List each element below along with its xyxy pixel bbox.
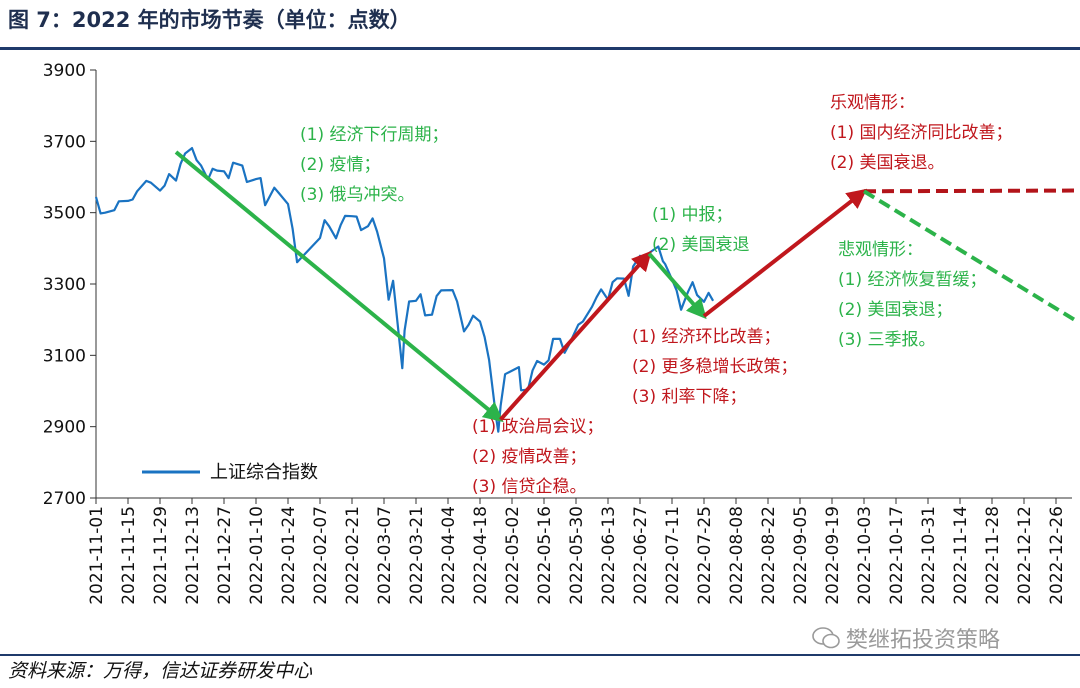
y-tick-label: 2900 [43, 418, 86, 438]
x-tick-label: 2022-06-27 [631, 506, 651, 605]
annotation-line: (3) 利率下降； [632, 387, 746, 407]
source-note: 资料来源：万得，信达证券研发中心 [8, 660, 313, 682]
watermark: 樊继拓投资策略 [812, 622, 1000, 654]
annotation-line: (1) 中报； [652, 205, 732, 225]
annotation-line: (3) 三季报。 [838, 330, 935, 350]
x-tick-label: 2021-11-15 [119, 506, 139, 605]
x-tick-label: 2022-03-07 [375, 506, 395, 605]
arrow-layer [174, 150, 1076, 423]
annotation-line: (3) 信贷企稳。 [472, 477, 586, 497]
x-tick-label: 2021-11-29 [151, 506, 171, 605]
x-tick-label: 2022-10-31 [919, 506, 939, 605]
y-axis-ticks: 3900 3700 3500 3300 3100 2900 2700 [43, 61, 96, 509]
annotation-line: (1) 国内经济同比改善； [830, 123, 1012, 143]
annotation-line: (1) 经济恢复暂缓； [838, 270, 986, 290]
footer-divider [0, 654, 1080, 656]
x-tick-label: 2022-04-04 [439, 506, 459, 605]
y-tick-label: 3700 [43, 132, 86, 152]
annotation-line: (2) 疫情； [300, 155, 380, 175]
x-tick-label: 2022-05-02 [503, 506, 523, 605]
x-tick-label: 2022-02-07 [311, 506, 331, 605]
annotation-line: (1) 政治局会议； [472, 417, 603, 437]
x-tick-label: 2022-12-12 [1015, 506, 1035, 605]
x-tick-label: 2022-10-17 [887, 506, 907, 605]
annotation-line: (2) 美国衰退 [652, 235, 749, 255]
trend-arrow [647, 252, 707, 320]
y-tick-label: 2700 [43, 489, 86, 509]
annotation-line: (2) 美国衰退。 [830, 153, 944, 173]
x-tick-label: 2022-09-05 [791, 506, 811, 605]
x-tick-label: 2022-08-22 [759, 506, 779, 605]
annotation-line: (2) 疫情改善； [472, 447, 586, 467]
annotation-line: (1) 经济环比改善； [632, 327, 780, 347]
x-tick-label: 2022-09-19 [823, 506, 843, 605]
x-tick-label: 2022-05-30 [567, 506, 587, 605]
trend-arrow [174, 150, 504, 423]
x-tick-label: 2022-12-26 [1047, 506, 1067, 605]
scenario-dashed-line [862, 189, 1076, 322]
annotation-line: 乐观情形： [830, 93, 915, 113]
annotation-line: 悲观情形： [838, 240, 923, 260]
annotation-line: (1) 经济下行周期； [300, 125, 448, 145]
x-tick-label: 2022-02-21 [343, 506, 363, 605]
scenario-dashed-line [863, 188, 1075, 194]
chart-title: 图 7：2022 年的市场节奏（单位：点数） [8, 8, 411, 32]
x-tick-label: 2021-12-27 [215, 506, 235, 605]
x-tick-label: 2021-12-13 [183, 506, 203, 605]
x-tick-label: 2022-08-08 [727, 506, 747, 605]
legend-label: 上证综合指数 [210, 462, 318, 483]
x-tick-label: 2022-10-03 [855, 506, 875, 605]
x-tick-label: 2022-05-16 [535, 506, 555, 605]
x-tick-label: 2022-06-13 [599, 506, 619, 605]
x-axis-ticks: 2021-11-01 2021-11-15 2021-11-29 2021-12-13… [87, 498, 1067, 605]
y-tick-label: 3300 [43, 275, 86, 295]
x-tick-label: 2022-01-10 [247, 506, 267, 605]
annotation-line: (2) 美国衰退； [838, 300, 952, 320]
trend-arrow [499, 250, 652, 421]
watermark-text: 樊继拓投资策略 [846, 628, 1001, 653]
series-line [94, 147, 715, 433]
wechat-icon [812, 627, 840, 649]
x-tick-label: 2022-03-21 [407, 506, 427, 605]
x-tick-label: 2021-11-01 [87, 506, 107, 605]
x-tick-label: 2022-11-28 [983, 506, 1003, 605]
y-tick-label: 3100 [43, 346, 86, 366]
title-divider [0, 47, 1080, 50]
x-tick-label: 2022-11-14 [951, 506, 971, 605]
series-layer [94, 147, 715, 433]
x-tick-label: 2022-04-18 [471, 506, 491, 605]
annotation-layer: (1) 经济下行周期； (2) 疫情； (3) 俄乌冲突。 (1) 政治局会议； (2)… [300, 93, 1012, 497]
legend: 上证综合指数 [142, 462, 318, 483]
trend-arrow [702, 188, 868, 318]
annotation-line: (2) 更多稳增长政策； [632, 357, 797, 377]
annotation-line: (3) 俄乌冲突。 [300, 185, 414, 205]
x-tick-label: 2022-01-24 [279, 506, 299, 605]
y-tick-label: 3500 [43, 204, 86, 224]
x-tick-label: 2022-07-25 [695, 506, 715, 605]
x-tick-label: 2022-07-11 [663, 506, 683, 605]
y-tick-label: 3900 [43, 61, 86, 81]
